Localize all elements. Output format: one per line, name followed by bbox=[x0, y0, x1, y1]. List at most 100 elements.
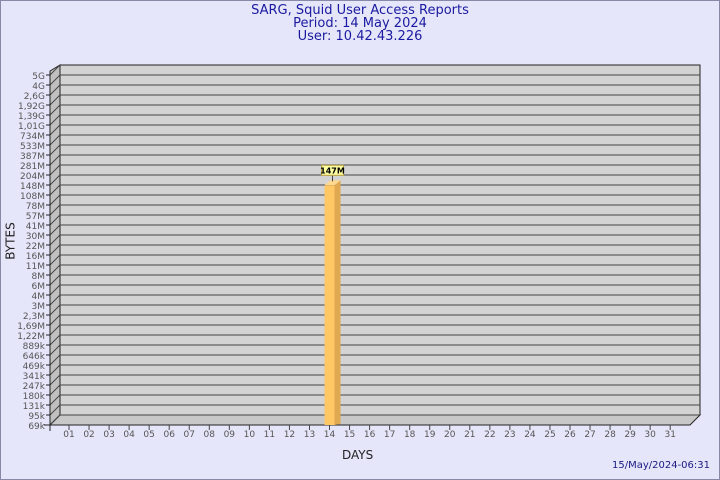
gridline-side bbox=[49, 224, 61, 236]
y-tick-label: 57M bbox=[26, 212, 45, 222]
gridline-side bbox=[49, 244, 61, 256]
chart-period: Period: 14 May 2024 bbox=[293, 16, 427, 31]
gridline-side bbox=[49, 104, 61, 116]
y-tick-label: 204M bbox=[20, 172, 45, 182]
x-tick-label: 22 bbox=[484, 430, 495, 440]
y-tick-label: 5G bbox=[32, 72, 45, 82]
y-tick-label: 148M bbox=[20, 182, 45, 192]
gridline-side bbox=[49, 134, 61, 146]
y-tick-label: 69k bbox=[28, 422, 45, 432]
gridline-side bbox=[49, 234, 61, 246]
gridline-side bbox=[49, 204, 61, 216]
x-tick-label: 28 bbox=[604, 430, 616, 440]
y-tick-label: 180k bbox=[23, 392, 46, 402]
gridline-side bbox=[49, 354, 61, 366]
gridline-side bbox=[49, 304, 61, 316]
y-tick-label: 41M bbox=[26, 222, 45, 232]
x-tick-label: 17 bbox=[384, 430, 395, 440]
x-tick-label: 25 bbox=[544, 430, 555, 440]
x-tick-label: 11 bbox=[264, 430, 275, 440]
gridline-side bbox=[49, 174, 61, 186]
y-tick-label: 469k bbox=[23, 362, 46, 372]
y-tick-label: 1,39G bbox=[18, 112, 45, 122]
gridline-side bbox=[49, 374, 61, 386]
chart-user: User: 10.42.43.226 bbox=[297, 29, 423, 44]
gridline-side bbox=[49, 314, 61, 326]
x-tick-label: 05 bbox=[143, 430, 154, 440]
x-tick-label: 06 bbox=[163, 430, 175, 440]
data-label: 147M bbox=[320, 166, 345, 175]
gridline-side bbox=[49, 154, 61, 166]
y-tick-label: 1,92G bbox=[18, 102, 45, 112]
x-tick-label: 07 bbox=[184, 430, 195, 440]
y-tick-label: 1,01G bbox=[18, 122, 45, 132]
x-tick-label: 13 bbox=[304, 430, 315, 440]
x-tick-label: 15 bbox=[344, 430, 355, 440]
y-tick-label: 16M bbox=[26, 252, 45, 262]
x-tick-label: 10 bbox=[244, 430, 256, 440]
y-tick-label: 2,3M bbox=[23, 312, 45, 322]
gridline-side bbox=[49, 344, 61, 356]
y-tick-label: 3M bbox=[32, 302, 46, 312]
y-tick-label: 281M bbox=[20, 162, 45, 172]
x-tick-label: 12 bbox=[284, 430, 295, 440]
gridline-side bbox=[49, 414, 61, 426]
chart-title: SARG, Squid User Access Reports bbox=[251, 3, 469, 18]
y-tick-label: 4G bbox=[32, 82, 45, 92]
y-tick-label: 1,22M bbox=[17, 332, 45, 342]
y-tick-label: 78M bbox=[26, 202, 45, 212]
y-tick-label: 6M bbox=[32, 282, 46, 292]
x-tick-label: 16 bbox=[364, 430, 376, 440]
gridline-side bbox=[49, 264, 61, 276]
gridline-side bbox=[49, 94, 61, 106]
y-tick-label: 30M bbox=[26, 232, 45, 242]
y-tick-label: 646k bbox=[23, 352, 46, 362]
x-tick-label: 31 bbox=[664, 430, 675, 440]
gridline-side bbox=[49, 254, 61, 266]
y-tick-label: 247k bbox=[23, 382, 46, 392]
x-tick-label: 20 bbox=[444, 430, 456, 440]
y-tick-label: 22M bbox=[26, 242, 45, 252]
y-tick-label: 95k bbox=[28, 412, 45, 422]
gridline-side bbox=[49, 404, 61, 416]
x-tick-label: 29 bbox=[624, 430, 636, 440]
gridline-side bbox=[49, 394, 61, 406]
y-tick-label: 11M bbox=[26, 262, 45, 272]
gridline-side bbox=[49, 184, 61, 196]
gridline-side bbox=[49, 364, 61, 376]
y-tick-label: 108M bbox=[20, 192, 45, 202]
x-tick-label: 21 bbox=[464, 430, 475, 440]
gridline-side bbox=[49, 114, 61, 126]
x-tick-label: 27 bbox=[584, 430, 595, 440]
bar-day-14 bbox=[324, 185, 335, 425]
x-tick-label: 04 bbox=[123, 430, 135, 440]
gridline-side bbox=[49, 274, 61, 286]
y-tick-label: 8M bbox=[32, 272, 46, 282]
x-tick-label: 08 bbox=[204, 430, 216, 440]
gridline-side bbox=[49, 84, 61, 96]
gridline-side bbox=[49, 284, 61, 296]
x-axis-label: DAYS bbox=[342, 448, 374, 462]
gridline-side bbox=[49, 194, 61, 206]
gridline-side bbox=[49, 74, 61, 86]
x-tick-label: 02 bbox=[83, 430, 94, 440]
bar-top bbox=[324, 180, 341, 186]
x-tick-label: 24 bbox=[524, 430, 536, 440]
plot-left-wall bbox=[49, 64, 61, 427]
gridline-side bbox=[49, 384, 61, 396]
gridline-side bbox=[49, 214, 61, 226]
x-tick-label: 09 bbox=[224, 430, 236, 440]
gridline-side bbox=[49, 144, 61, 156]
x-tick-label: 03 bbox=[103, 430, 114, 440]
gridline-side bbox=[49, 294, 61, 306]
x-tick-label: 01 bbox=[63, 430, 74, 440]
x-tick-label: 30 bbox=[644, 430, 656, 440]
y-tick-label: 533M bbox=[20, 142, 45, 152]
plot-floor bbox=[48, 414, 702, 426]
plot-back-wall bbox=[59, 64, 701, 416]
y-tick-label: 341k bbox=[23, 372, 46, 382]
x-tick-label: 18 bbox=[404, 430, 416, 440]
y-tick-label: 1,69M bbox=[17, 322, 45, 332]
data-label-box bbox=[321, 164, 345, 176]
gridline-side bbox=[49, 124, 61, 136]
